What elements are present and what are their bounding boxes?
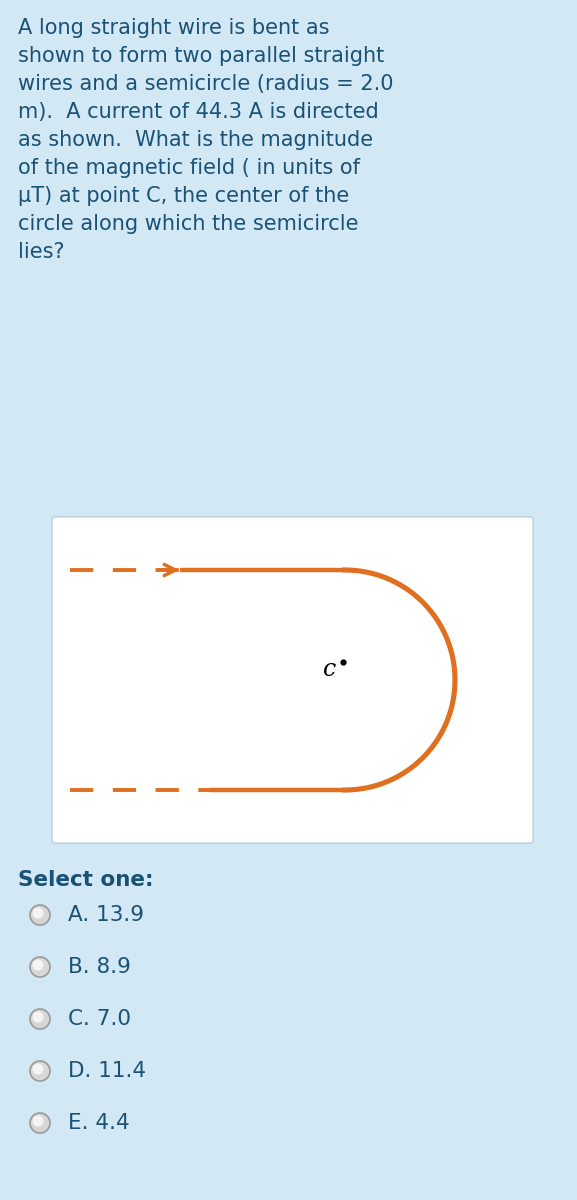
Text: E. 4.4: E. 4.4 (68, 1114, 130, 1133)
Circle shape (30, 905, 50, 925)
Text: Select one:: Select one: (18, 870, 153, 890)
Circle shape (32, 1116, 43, 1127)
Circle shape (32, 1012, 43, 1022)
Text: A long straight wire is bent as
shown to form two parallel straight
wires and a : A long straight wire is bent as shown to… (18, 18, 394, 262)
Circle shape (30, 1009, 50, 1028)
Circle shape (30, 1061, 50, 1081)
Text: C. 7.0: C. 7.0 (68, 1009, 131, 1028)
Circle shape (32, 960, 43, 971)
Circle shape (30, 1114, 50, 1133)
FancyBboxPatch shape (52, 517, 533, 842)
Circle shape (32, 907, 43, 918)
Text: A. 13.9: A. 13.9 (68, 905, 144, 925)
Text: B. 8.9: B. 8.9 (68, 958, 131, 977)
Circle shape (32, 1063, 43, 1074)
Circle shape (30, 958, 50, 977)
Text: c: c (323, 659, 336, 682)
Text: D. 11.4: D. 11.4 (68, 1061, 146, 1081)
